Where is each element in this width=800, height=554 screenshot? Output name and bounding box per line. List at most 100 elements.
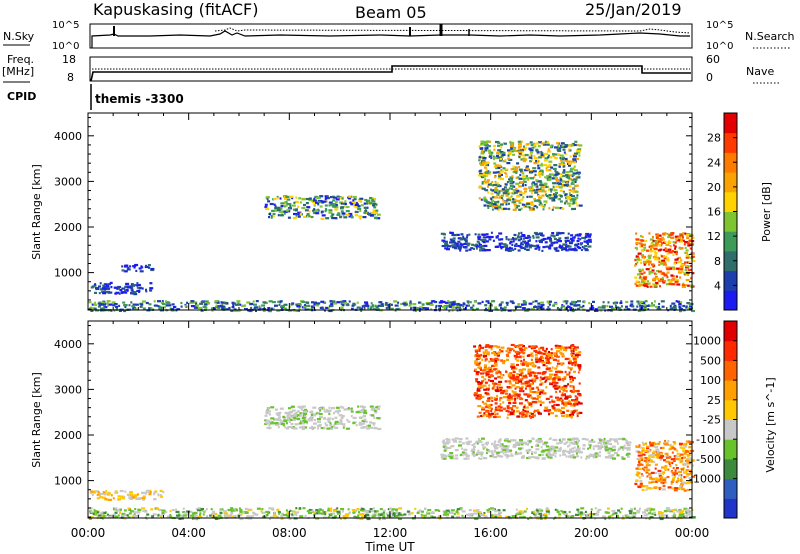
data-cell	[573, 400, 578, 403]
data-cell	[505, 350, 509, 353]
data-cell	[458, 444, 462, 447]
data-cell	[552, 447, 556, 450]
data-cell	[573, 165, 576, 168]
data-cell	[189, 301, 194, 304]
data-cell	[566, 181, 569, 184]
data-cell	[485, 373, 490, 376]
data-cell	[525, 449, 529, 452]
data-cell	[505, 370, 507, 373]
data-cell	[549, 197, 554, 200]
data-cell	[484, 442, 489, 445]
data-cell	[493, 148, 496, 151]
data-cell	[194, 304, 197, 307]
data-cell	[542, 443, 547, 446]
data-cell	[548, 376, 553, 379]
data-cell	[281, 512, 285, 515]
data-cell	[440, 453, 444, 456]
data-cell	[214, 300, 217, 303]
data-cell	[507, 440, 512, 443]
data-cell	[523, 147, 526, 150]
data-cell	[541, 453, 545, 456]
data-cell	[491, 382, 496, 385]
colorbar-swatch	[724, 231, 737, 252]
data-cell	[621, 457, 626, 460]
data-cell	[464, 240, 468, 243]
data-cell	[264, 205, 268, 209]
data-cell	[523, 510, 527, 513]
data-cell	[531, 184, 534, 188]
data-cell	[415, 307, 419, 310]
data-cell	[594, 507, 597, 510]
data-cell	[554, 170, 557, 173]
data-cell	[559, 176, 563, 179]
data-cell	[123, 270, 128, 273]
data-cell	[121, 291, 124, 294]
data-cell	[512, 394, 517, 397]
data-cell	[294, 423, 299, 426]
data-cell	[529, 354, 533, 357]
data-cell	[370, 302, 373, 305]
data-cell	[577, 149, 582, 153]
data-cell	[656, 270, 660, 273]
data-cell	[637, 467, 642, 471]
data-cell	[673, 262, 677, 265]
data-cell	[551, 445, 555, 448]
data-cell	[505, 515, 508, 518]
data-cell	[547, 306, 550, 309]
data-cell	[654, 256, 659, 259]
data-cell	[286, 198, 291, 201]
data-cell	[473, 345, 477, 348]
data-cell	[561, 394, 566, 397]
data-cell	[650, 471, 655, 474]
data-cell	[532, 397, 536, 400]
data-cell	[517, 244, 522, 248]
data-cell	[427, 509, 432, 512]
data-cell	[488, 406, 492, 409]
data-cell	[330, 427, 333, 430]
data-cell	[564, 239, 568, 242]
data-cell	[479, 246, 482, 249]
data-cell	[651, 452, 655, 455]
data-cell	[258, 305, 261, 308]
data-cell	[586, 309, 589, 312]
data-cell	[529, 149, 534, 152]
data-cell	[568, 189, 572, 192]
data-cell	[678, 303, 682, 306]
data-cell	[459, 507, 463, 510]
data-cell	[232, 508, 237, 511]
data-cell	[500, 208, 505, 211]
data-cell	[564, 240, 567, 244]
data-cell	[89, 306, 92, 309]
data-cell	[498, 206, 502, 209]
data-cell	[538, 248, 541, 251]
data-cell	[564, 404, 568, 407]
data-cell	[306, 304, 311, 308]
data-cell	[575, 196, 579, 199]
data-cell	[573, 361, 577, 364]
data-cell	[691, 253, 695, 256]
data-cell	[658, 488, 661, 491]
data-cell	[494, 307, 498, 311]
data-cell	[574, 354, 579, 357]
data-cell	[658, 472, 663, 475]
data-cell	[484, 304, 488, 307]
data-cell	[455, 233, 460, 236]
data-cell	[506, 188, 510, 191]
data-cell	[639, 482, 643, 486]
data-cell	[557, 144, 560, 148]
data-cell	[673, 455, 677, 458]
data-cell	[488, 151, 491, 154]
data-cell	[466, 304, 470, 307]
data-cell	[473, 509, 477, 512]
data-cell	[124, 490, 127, 493]
data-cell	[268, 424, 271, 427]
data-cell	[319, 195, 324, 198]
data-cell	[640, 446, 643, 449]
data-cell	[584, 245, 588, 248]
data-cell	[98, 496, 103, 499]
data-cell	[686, 488, 690, 492]
data-cell	[573, 198, 577, 201]
data-cell	[578, 394, 582, 397]
data-cell	[512, 401, 517, 404]
data-cell	[554, 156, 558, 160]
